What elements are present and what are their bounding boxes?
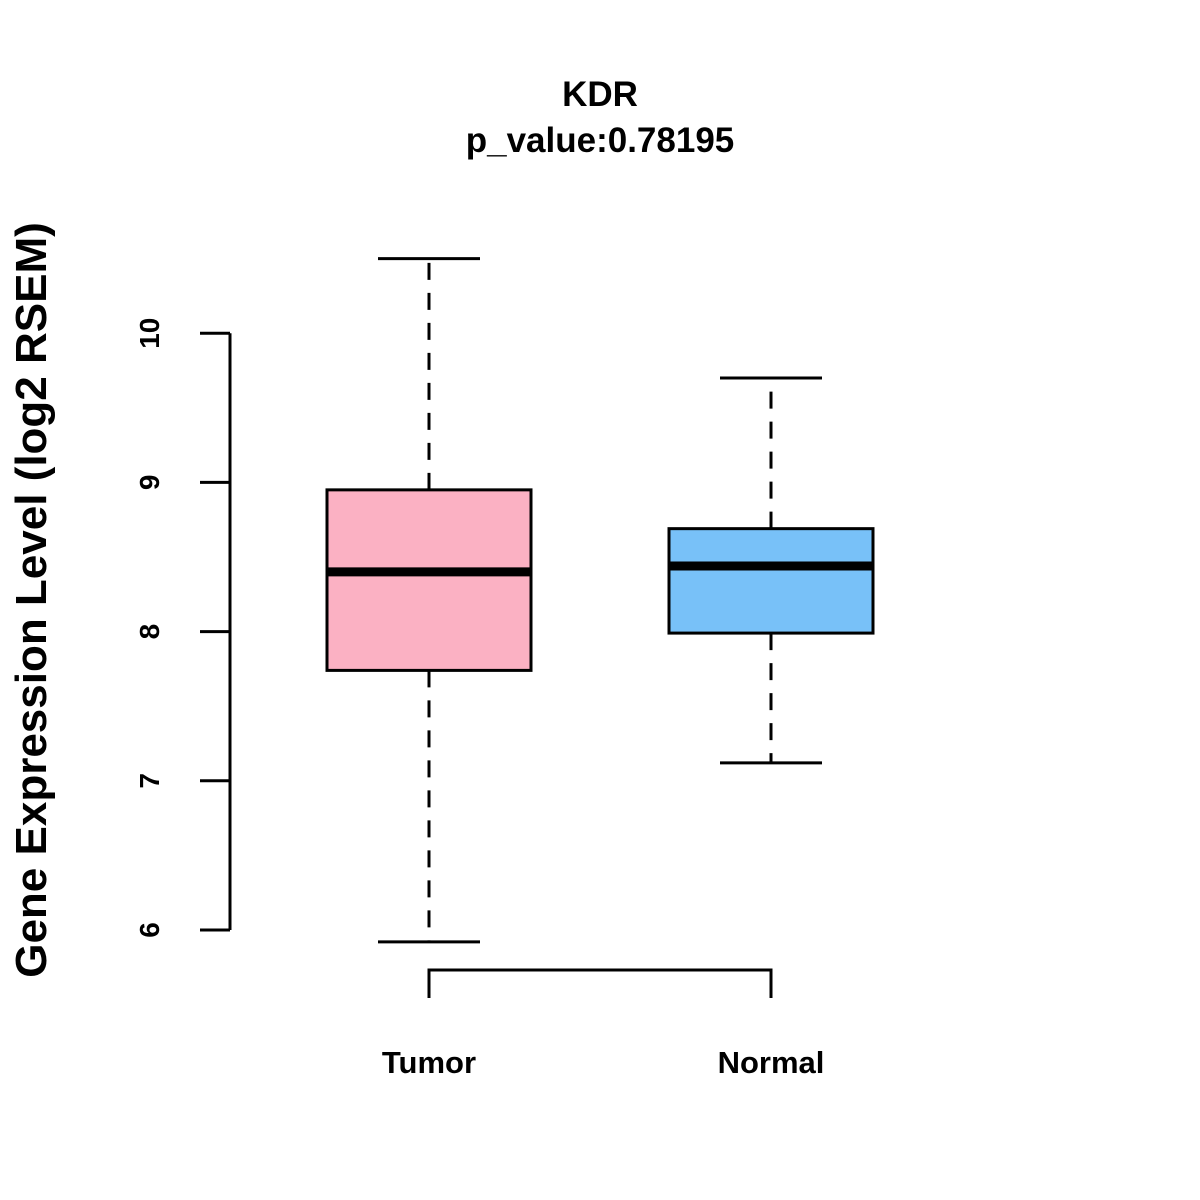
iqr-box <box>325 488 533 672</box>
box-tumor <box>325 257 533 944</box>
x-label-tumor: Tumor <box>382 1045 476 1080</box>
box-normal <box>667 376 875 765</box>
x-axis-labels: Tumor Normal <box>382 1045 824 1080</box>
chart-subtitle: p_value:0.78195 <box>466 121 735 160</box>
y-axis-label: Gene Expression Level (log2 RSEM) <box>7 222 56 978</box>
y-tick-label: 9 <box>134 475 165 491</box>
y-tick-label: 6 <box>134 922 165 938</box>
comparison-bracket <box>427 968 773 998</box>
y-tick-label: 8 <box>134 624 165 640</box>
iqr-box <box>667 527 875 635</box>
y-tick-label: 7 <box>134 773 165 789</box>
y-tick-label: 10 <box>134 318 165 349</box>
y-axis: 6 7 8 9 10 <box>134 318 232 938</box>
chart-title: KDR <box>562 75 638 114</box>
boxes <box>325 257 875 944</box>
x-label-normal: Normal <box>718 1045 825 1080</box>
bracket-line <box>427 968 773 998</box>
